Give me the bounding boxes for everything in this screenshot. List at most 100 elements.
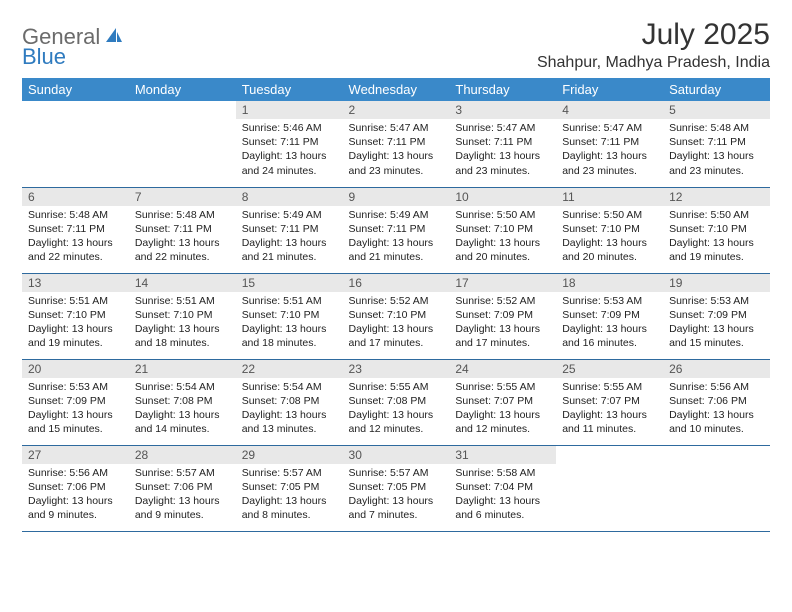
day-details: Sunrise: 5:52 AMSunset: 7:09 PMDaylight:… [449,292,556,355]
day-details: Sunrise: 5:54 AMSunset: 7:08 PMDaylight:… [236,378,343,441]
day-number: 6 [22,188,129,206]
calendar-cell: 28Sunrise: 5:57 AMSunset: 7:06 PMDayligh… [129,445,236,531]
calendar-cell: 7Sunrise: 5:48 AMSunset: 7:11 PMDaylight… [129,187,236,273]
day-number: 15 [236,274,343,292]
calendar-cell: 22Sunrise: 5:54 AMSunset: 7:08 PMDayligh… [236,359,343,445]
day-details: Sunrise: 5:56 AMSunset: 7:06 PMDaylight:… [22,464,129,527]
calendar-cell [22,101,129,187]
day-number: 7 [129,188,236,206]
logo-sail-icon [104,26,124,49]
day-number: 21 [129,360,236,378]
day-number: 1 [236,101,343,119]
calendar-row: 1Sunrise: 5:46 AMSunset: 7:11 PMDaylight… [22,101,770,187]
calendar-cell: 20Sunrise: 5:53 AMSunset: 7:09 PMDayligh… [22,359,129,445]
day-details: Sunrise: 5:55 AMSunset: 7:07 PMDaylight:… [556,378,663,441]
calendar-cell: 12Sunrise: 5:50 AMSunset: 7:10 PMDayligh… [663,187,770,273]
calendar-cell [129,101,236,187]
calendar-cell: 13Sunrise: 5:51 AMSunset: 7:10 PMDayligh… [22,273,129,359]
day-number: 16 [343,274,450,292]
calendar-cell: 3Sunrise: 5:47 AMSunset: 7:11 PMDaylight… [449,101,556,187]
calendar-table: Sunday Monday Tuesday Wednesday Thursday… [22,78,770,532]
day-number: 17 [449,274,556,292]
calendar-cell: 18Sunrise: 5:53 AMSunset: 7:09 PMDayligh… [556,273,663,359]
day-number: 25 [556,360,663,378]
day-number: 19 [663,274,770,292]
day-details: Sunrise: 5:48 AMSunset: 7:11 PMDaylight:… [663,119,770,182]
day-details: Sunrise: 5:57 AMSunset: 7:05 PMDaylight:… [236,464,343,527]
day-details: Sunrise: 5:47 AMSunset: 7:11 PMDaylight:… [556,119,663,182]
logo-text-blue-wrap: Blue [22,44,66,70]
day-number: 3 [449,101,556,119]
day-details: Sunrise: 5:54 AMSunset: 7:08 PMDaylight:… [129,378,236,441]
day-details: Sunrise: 5:53 AMSunset: 7:09 PMDaylight:… [663,292,770,355]
day-details: Sunrise: 5:53 AMSunset: 7:09 PMDaylight:… [22,378,129,441]
day-number: 23 [343,360,450,378]
calendar-cell: 10Sunrise: 5:50 AMSunset: 7:10 PMDayligh… [449,187,556,273]
day-number: 13 [22,274,129,292]
calendar-cell: 9Sunrise: 5:49 AMSunset: 7:11 PMDaylight… [343,187,450,273]
day-details: Sunrise: 5:50 AMSunset: 7:10 PMDaylight:… [556,206,663,269]
day-details: Sunrise: 5:46 AMSunset: 7:11 PMDaylight:… [236,119,343,182]
day-details: Sunrise: 5:52 AMSunset: 7:10 PMDaylight:… [343,292,450,355]
day-number: 14 [129,274,236,292]
day-number: 9 [343,188,450,206]
calendar-cell: 11Sunrise: 5:50 AMSunset: 7:10 PMDayligh… [556,187,663,273]
day-header: Friday [556,78,663,101]
day-number: 2 [343,101,450,119]
day-details: Sunrise: 5:51 AMSunset: 7:10 PMDaylight:… [22,292,129,355]
calendar-row: 6Sunrise: 5:48 AMSunset: 7:11 PMDaylight… [22,187,770,273]
day-details: Sunrise: 5:49 AMSunset: 7:11 PMDaylight:… [236,206,343,269]
header: General July 2025 Shahpur, Madhya Prades… [22,18,770,72]
calendar-body: 1Sunrise: 5:46 AMSunset: 7:11 PMDaylight… [22,101,770,531]
logo-text-blue: Blue [22,44,66,69]
calendar-cell: 15Sunrise: 5:51 AMSunset: 7:10 PMDayligh… [236,273,343,359]
calendar-header-row: Sunday Monday Tuesday Wednesday Thursday… [22,78,770,101]
calendar-cell: 2Sunrise: 5:47 AMSunset: 7:11 PMDaylight… [343,101,450,187]
day-number: 26 [663,360,770,378]
day-details: Sunrise: 5:48 AMSunset: 7:11 PMDaylight:… [22,206,129,269]
calendar-cell: 17Sunrise: 5:52 AMSunset: 7:09 PMDayligh… [449,273,556,359]
day-header: Saturday [663,78,770,101]
day-number: 30 [343,446,450,464]
day-header: Wednesday [343,78,450,101]
calendar-cell: 19Sunrise: 5:53 AMSunset: 7:09 PMDayligh… [663,273,770,359]
day-number: 31 [449,446,556,464]
day-number: 27 [22,446,129,464]
day-number: 8 [236,188,343,206]
day-details: Sunrise: 5:56 AMSunset: 7:06 PMDaylight:… [663,378,770,441]
day-number: 11 [556,188,663,206]
day-details: Sunrise: 5:55 AMSunset: 7:07 PMDaylight:… [449,378,556,441]
calendar-cell: 26Sunrise: 5:56 AMSunset: 7:06 PMDayligh… [663,359,770,445]
day-number: 22 [236,360,343,378]
day-details: Sunrise: 5:48 AMSunset: 7:11 PMDaylight:… [129,206,236,269]
day-header: Tuesday [236,78,343,101]
calendar-cell: 5Sunrise: 5:48 AMSunset: 7:11 PMDaylight… [663,101,770,187]
calendar-cell: 30Sunrise: 5:57 AMSunset: 7:05 PMDayligh… [343,445,450,531]
day-number: 20 [22,360,129,378]
day-number: 12 [663,188,770,206]
calendar-cell: 8Sunrise: 5:49 AMSunset: 7:11 PMDaylight… [236,187,343,273]
day-number: 24 [449,360,556,378]
day-number: 29 [236,446,343,464]
day-details: Sunrise: 5:53 AMSunset: 7:09 PMDaylight:… [556,292,663,355]
day-details: Sunrise: 5:49 AMSunset: 7:11 PMDaylight:… [343,206,450,269]
calendar-cell: 16Sunrise: 5:52 AMSunset: 7:10 PMDayligh… [343,273,450,359]
day-number: 4 [556,101,663,119]
day-details: Sunrise: 5:51 AMSunset: 7:10 PMDaylight:… [236,292,343,355]
calendar-cell: 27Sunrise: 5:56 AMSunset: 7:06 PMDayligh… [22,445,129,531]
calendar-cell: 29Sunrise: 5:57 AMSunset: 7:05 PMDayligh… [236,445,343,531]
calendar-cell: 4Sunrise: 5:47 AMSunset: 7:11 PMDaylight… [556,101,663,187]
calendar-cell: 14Sunrise: 5:51 AMSunset: 7:10 PMDayligh… [129,273,236,359]
day-details: Sunrise: 5:55 AMSunset: 7:08 PMDaylight:… [343,378,450,441]
title-block: July 2025 Shahpur, Madhya Pradesh, India [537,18,770,72]
day-number: 10 [449,188,556,206]
day-details: Sunrise: 5:57 AMSunset: 7:06 PMDaylight:… [129,464,236,527]
day-details: Sunrise: 5:50 AMSunset: 7:10 PMDaylight:… [663,206,770,269]
calendar-cell: 6Sunrise: 5:48 AMSunset: 7:11 PMDaylight… [22,187,129,273]
calendar-row: 20Sunrise: 5:53 AMSunset: 7:09 PMDayligh… [22,359,770,445]
day-details: Sunrise: 5:47 AMSunset: 7:11 PMDaylight:… [343,119,450,182]
day-details: Sunrise: 5:58 AMSunset: 7:04 PMDaylight:… [449,464,556,527]
day-header: Thursday [449,78,556,101]
calendar-cell: 1Sunrise: 5:46 AMSunset: 7:11 PMDaylight… [236,101,343,187]
calendar-row: 13Sunrise: 5:51 AMSunset: 7:10 PMDayligh… [22,273,770,359]
